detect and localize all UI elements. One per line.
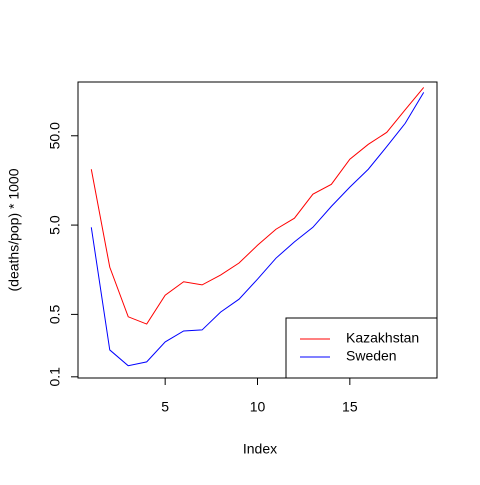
series-line [90, 87, 425, 325]
y-tick-label: 50.0 [47, 122, 63, 149]
x-tick-label: 5 [161, 399, 169, 415]
series-line [90, 92, 425, 367]
legend-label: Sweden [346, 348, 397, 364]
y-tick-label: 5.0 [47, 215, 63, 235]
x-tick-label: 15 [342, 399, 358, 415]
legend-label: Kazakhstan [346, 330, 419, 346]
y-tick-label: 0.5 [47, 304, 63, 324]
y-axis-label: (deaths/pop) * 1000 [6, 168, 22, 291]
x-axis-label: Index [243, 441, 277, 457]
legend-box [285, 317, 438, 379]
y-tick-label: 0.1 [47, 367, 63, 387]
x-tick-label: 10 [250, 399, 266, 415]
